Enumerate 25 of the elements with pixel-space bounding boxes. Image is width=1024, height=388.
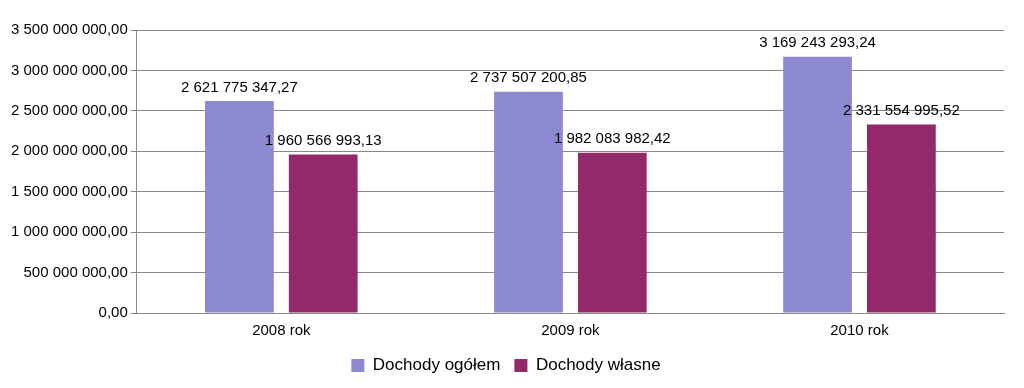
x-tick-label: 2008 rok	[252, 321, 311, 339]
y-tick-label: 2 000 000 000,00	[11, 141, 128, 159]
y-tick-label: 0,00	[98, 303, 128, 321]
data-label: 2 621 775 347,27	[181, 77, 298, 95]
bar	[867, 124, 936, 313]
y-tick-label: 2 500 000 000,00	[11, 101, 128, 118]
legend-label: Dochody ogółem	[372, 355, 501, 375]
data-label: 1 960 566 993,13	[264, 131, 382, 149]
y-tick-label: 1 000 000 000,00	[11, 222, 128, 240]
x-tick-label: 2010 rok	[830, 321, 890, 339]
bar	[494, 91, 563, 313]
bar	[288, 154, 358, 313]
bar	[205, 101, 274, 313]
legend-label: Dochody własne	[535, 355, 661, 375]
data-label: 1 982 083 982,42	[553, 129, 671, 147]
data-label: 3 169 243 293,24	[759, 33, 876, 51]
bar	[783, 56, 852, 313]
x-tick-label: 2009 rok	[541, 321, 601, 339]
data-label: 2 331 554 995,52	[842, 101, 960, 119]
y-tick-label: 500 000 000,00	[23, 262, 128, 280]
y-tick-label: 1 500 000 000,00	[11, 181, 128, 199]
bar	[577, 152, 647, 313]
y-tick-label: 3 500 000 000,00	[11, 20, 128, 38]
data-label: 2 737 507 200,85	[470, 68, 587, 86]
y-tick-label: 3 000 000 000,00	[11, 60, 128, 78]
